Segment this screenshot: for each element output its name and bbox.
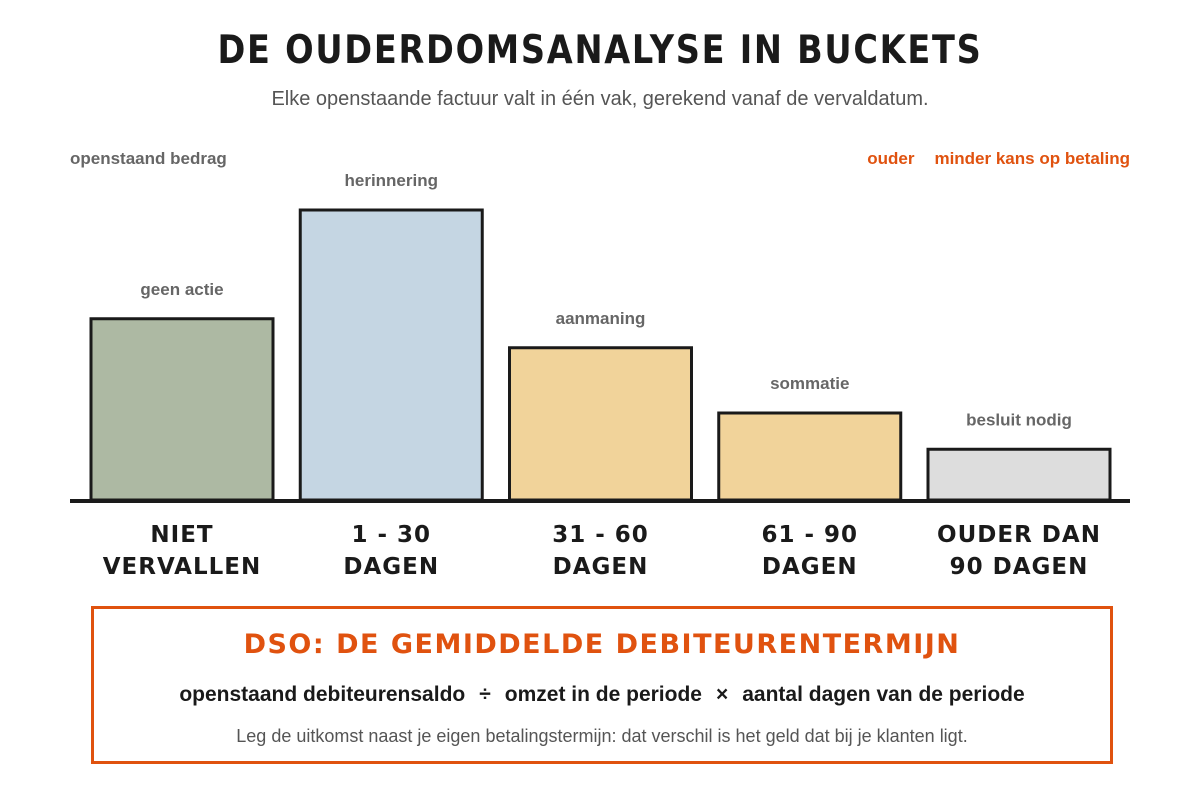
page-title: DE OUDERDOMSANALYSE IN BUCKETS [217,28,983,73]
dso-term-days: aantal dagen van de periode [742,683,1025,706]
bar-label-1: geen actie [140,280,223,299]
bar-4 [717,411,903,502]
dso-box: DSO: DE GEMIDDELDE DEBITEURENTERMIJN ope… [91,606,1113,764]
aging-bar-chart: geen actie herinnering aanmaning sommatie be… [70,171,1130,503]
bar-5 [926,447,1112,502]
category-label-4: 61 - 90 DAGEN [761,522,859,580]
bar-label-4: sommatie [770,374,849,393]
category-label-1: NIET VERVALLEN [102,522,262,580]
category-label-3: 31 - 60 DAGEN [552,522,649,580]
dso-term-receivables: openstaand debiteurensaldo [179,683,466,706]
dso-term-revenue: omzet in de periode [504,683,702,706]
page-subtitle: Elke openstaande factuur valt in één vak… [271,88,929,110]
y-axis-label: openstaand bedrag [70,149,227,168]
category-label-5: OUDER DAN 90 DAGEN [937,522,1101,580]
bar-1 [89,317,275,502]
bar-label-5: besluit nodig [966,410,1072,429]
direction-legend: ouder minder kans op betaling [867,149,1130,169]
divide-operator: ÷ [479,683,491,706]
dso-note: Leg de uitkomst naast je eigen betalings… [236,726,968,746]
dso-title: DSO: DE GEMIDDELDE DEBITEURENTERMIJN [243,629,961,660]
direction-legend-older: ouder [867,149,915,168]
bar-label-2: herinnering [344,171,438,190]
bar-label-3: aanmaning [556,309,646,328]
multiply-operator: × [715,683,729,706]
category-label-2: 1 - 30 DAGEN [343,522,440,580]
direction-legend-less-chance: minder kans op betaling [934,149,1130,168]
dso-formula: openstaand debiteurensaldo ÷ omzet in de p… [94,683,1110,707]
bar-3 [508,346,693,502]
bar-2 [298,208,484,502]
